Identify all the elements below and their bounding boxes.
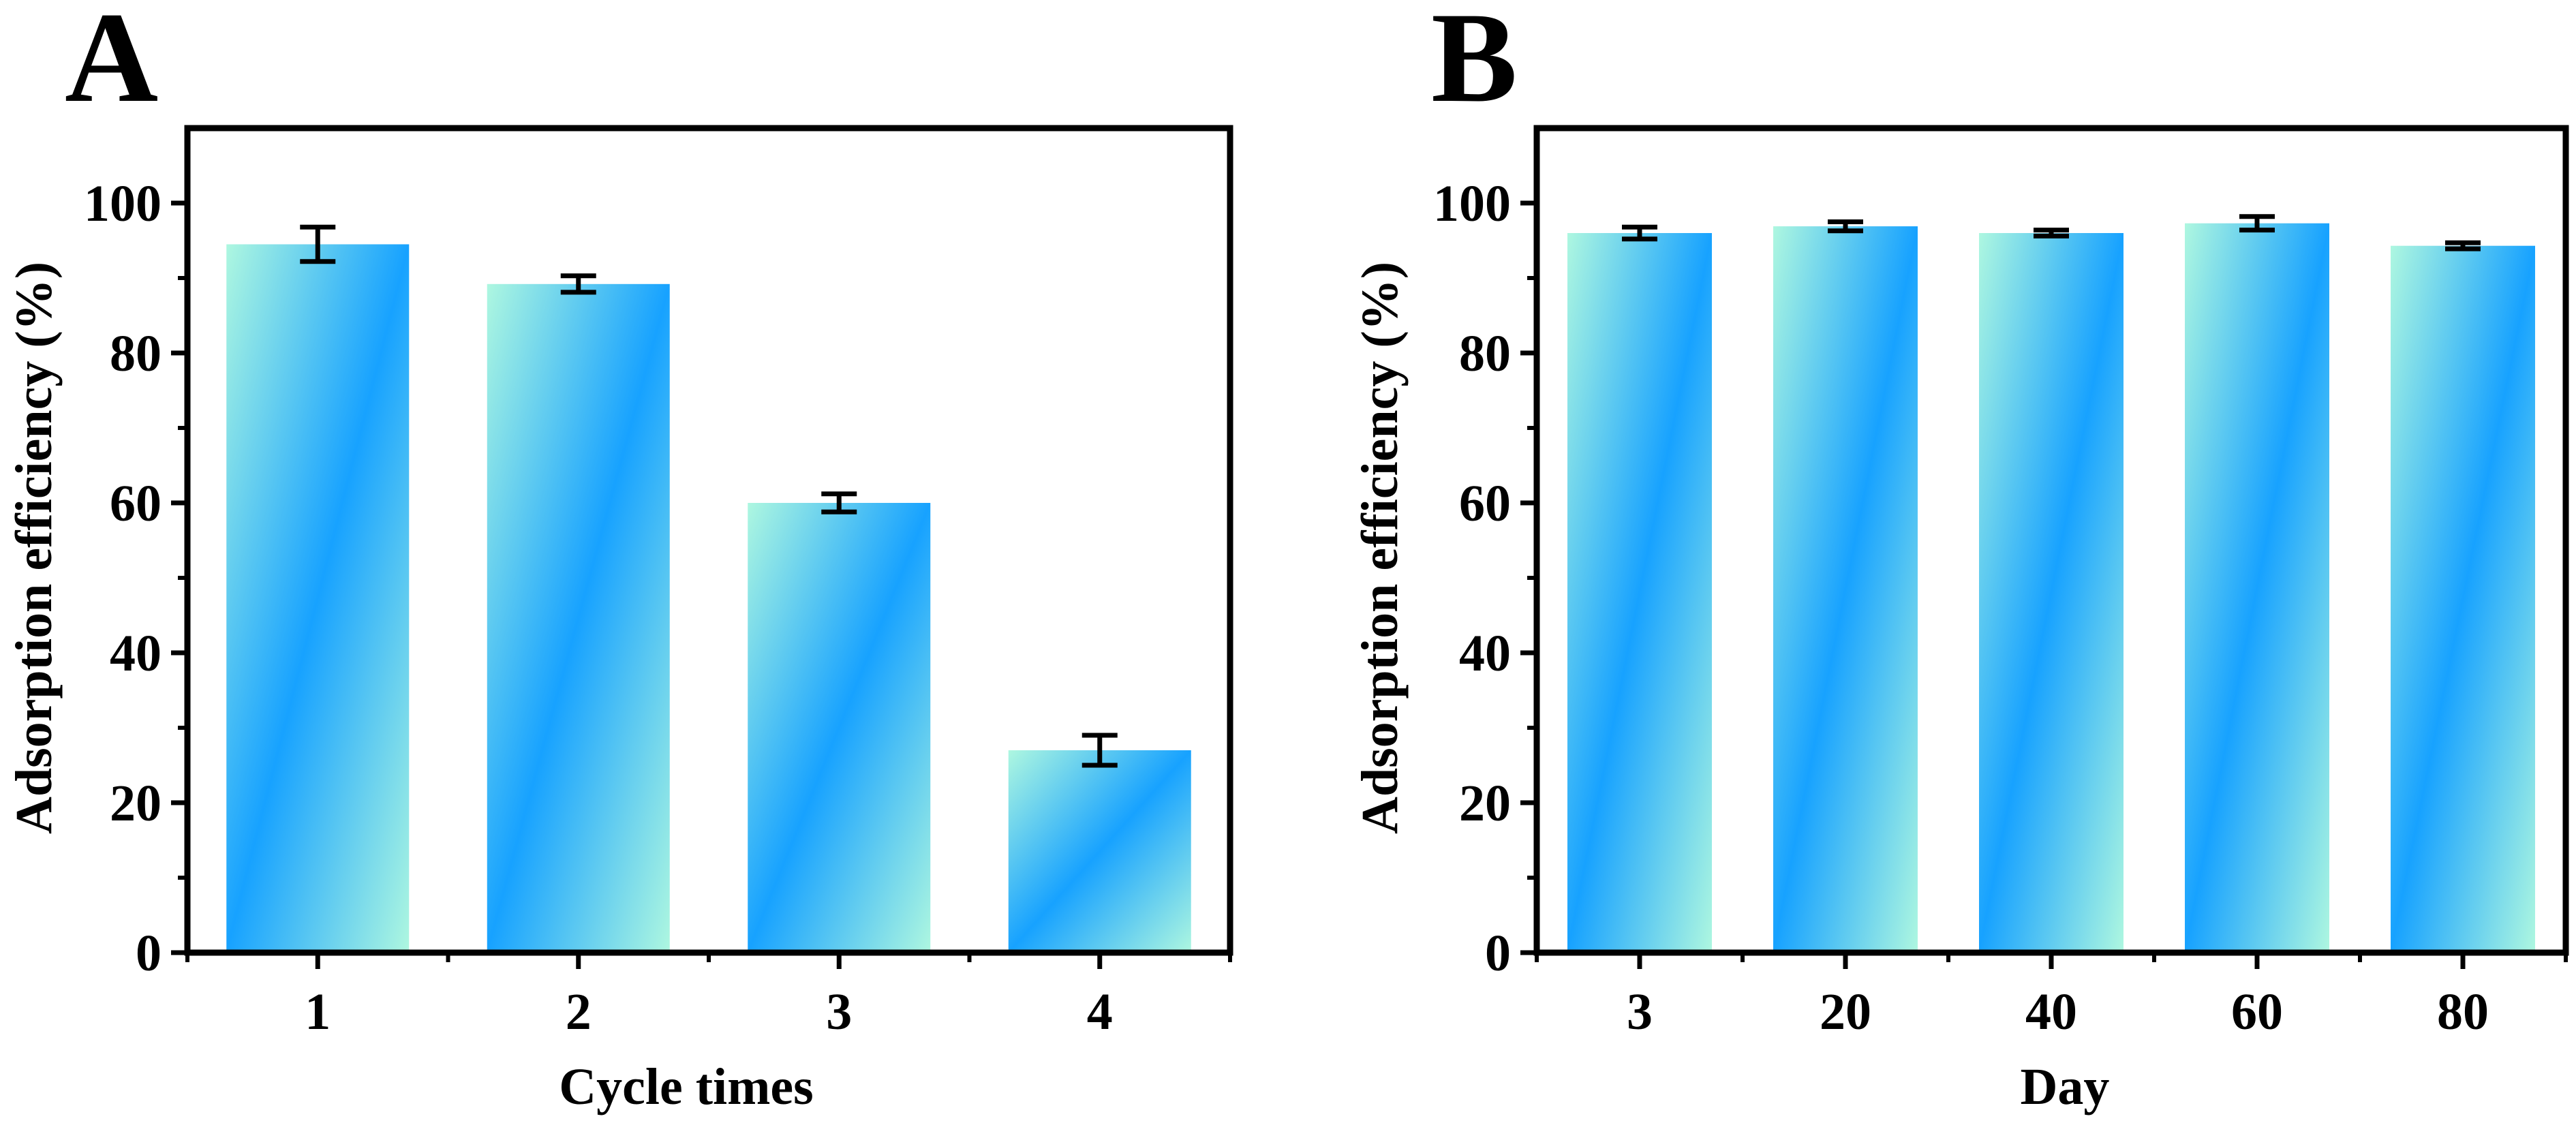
error-bar-0-1 — [560, 273, 596, 295]
bar-1-3 — [2185, 223, 2329, 953]
ticks-b: 3 20 40 60 80 0 20 40 60 80 100 — [1433, 175, 2568, 1041]
y-axis-label-b: Adsorption efficiency (%) — [1351, 262, 1409, 834]
bar-0-0 — [226, 244, 410, 953]
y-tick-label-0-0: 0 — [136, 925, 162, 982]
bar-0-2 — [748, 503, 931, 953]
bar-0-3 — [1008, 750, 1191, 953]
bar-0-1 — [487, 283, 670, 953]
x-tick-label-1-0: 3 — [1627, 983, 1653, 1041]
error-bar-0-0 — [300, 224, 336, 264]
error-bar-1-3 — [2239, 214, 2275, 233]
panel-b: B 3 20 40 60 80 0 20 40 60 80 100 Day Adsorption e… — [1351, 0, 2569, 1116]
y-axis-label-a: Adsorption efficiency (%) — [5, 262, 63, 834]
x-axis-label-a: Cycle times — [559, 1058, 814, 1116]
y-tick-label-0-3: 60 — [110, 475, 162, 532]
x-tick-label-1-3: 60 — [2231, 983, 2283, 1041]
bar-1-1 — [1773, 226, 1918, 953]
x-tick-label-0-1: 2 — [566, 983, 592, 1041]
bar-1-4 — [2391, 245, 2535, 953]
x-tick-label-1-1: 20 — [1820, 983, 1871, 1041]
y-tick-label-0-2: 40 — [110, 625, 162, 682]
y-tick-label-0-1: 20 — [110, 775, 162, 832]
x-tick-label-0-0: 1 — [305, 983, 331, 1041]
bar-1-2 — [1979, 233, 2123, 953]
bar-1-0 — [1567, 233, 1712, 953]
y-tick-label-1-3: 60 — [1459, 475, 1511, 532]
y-tick-label-0-4: 80 — [110, 325, 162, 382]
y-tick-label-1-5: 100 — [1433, 175, 1511, 232]
error-bar-0-2 — [821, 491, 857, 514]
y-tick-label-0-5: 100 — [84, 175, 162, 232]
y-tick-label-1-0: 0 — [1485, 925, 1511, 982]
error-bar-1-0 — [1622, 224, 1657, 242]
y-tick-label-1-1: 20 — [1459, 775, 1511, 832]
error-bar-1-1 — [1828, 219, 1863, 234]
error-bar-0-3 — [1082, 733, 1118, 768]
x-axis-label-b: Day — [2021, 1058, 2110, 1116]
error-bar-1-2 — [2034, 228, 2069, 239]
x-tick-label-0-2: 3 — [826, 983, 852, 1041]
x-tick-label-0-3: 4 — [1087, 983, 1113, 1041]
panel-label-b: B — [1431, 0, 1518, 129]
y-tick-label-1-2: 40 — [1459, 625, 1511, 682]
panel-label-a: A — [65, 0, 158, 129]
bars-b — [1567, 214, 2535, 953]
x-tick-label-1-2: 40 — [2025, 983, 2077, 1041]
y-tick-label-1-4: 80 — [1459, 325, 1511, 382]
bars-a — [226, 224, 1191, 953]
x-tick-label-1-4: 80 — [2437, 983, 2489, 1041]
error-bar-1-4 — [2445, 240, 2481, 251]
